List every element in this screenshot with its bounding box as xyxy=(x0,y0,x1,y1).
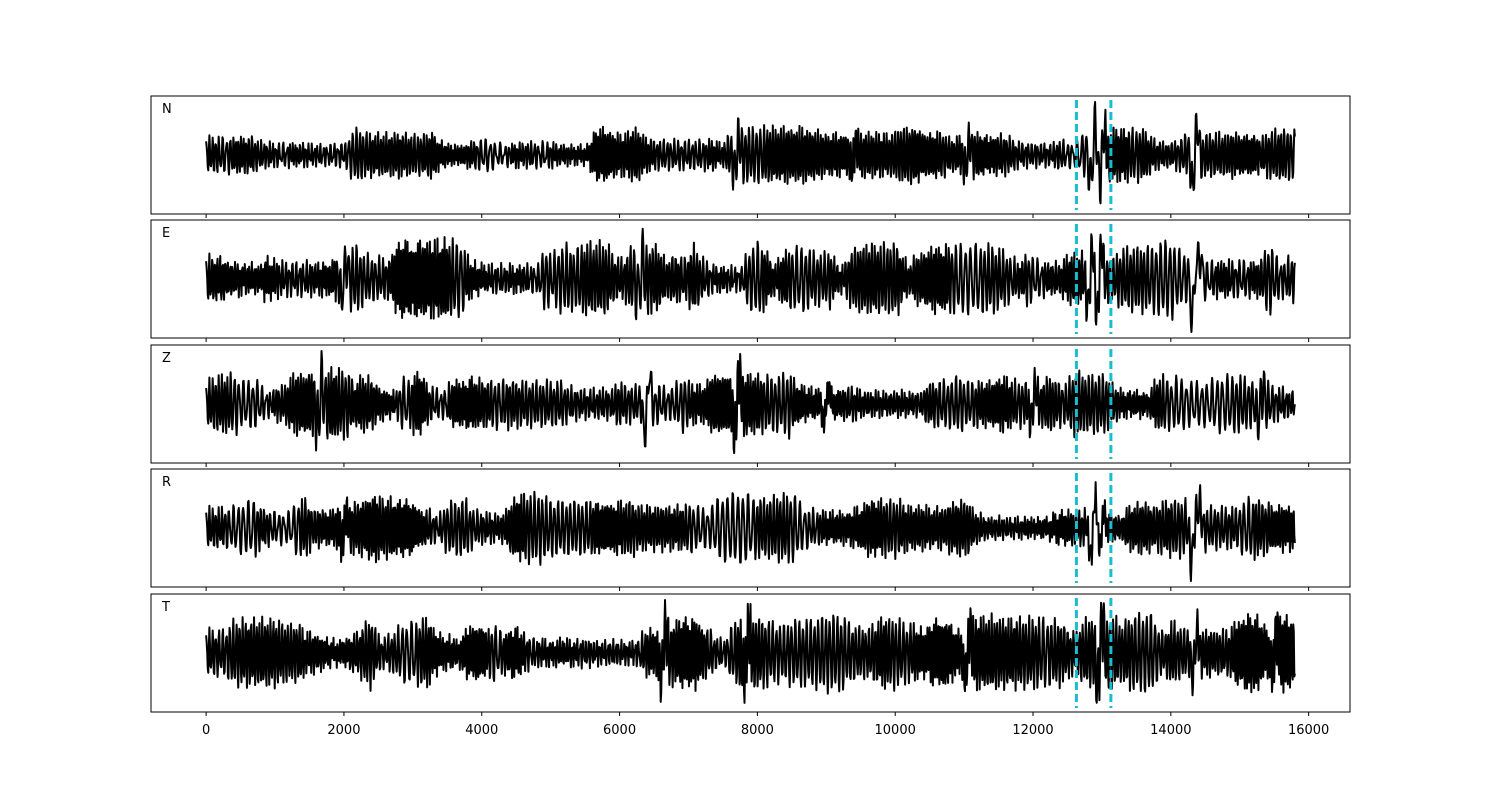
waveform-line-e xyxy=(205,227,1296,333)
panel-n: N xyxy=(150,95,1351,218)
panel-label: E xyxy=(162,226,170,241)
panel-t: T xyxy=(150,593,1351,716)
waveform-line-t xyxy=(205,599,1296,704)
panel-label: Z xyxy=(162,351,171,366)
x-tick-label: 8000 xyxy=(741,723,774,738)
panel-frame xyxy=(150,219,1351,339)
x-tick-label: 14000 xyxy=(1150,723,1191,738)
waveform-line-n xyxy=(205,101,1296,205)
x-tick-label: 0 xyxy=(202,723,210,738)
panel-label: R xyxy=(162,475,171,490)
panels-group: N E Z R T xyxy=(150,95,1351,716)
x-axis: 0 2000 4000 6000 8000 10000 12000 14000 16000 xyxy=(202,723,1329,738)
waveform-line-r xyxy=(205,481,1296,582)
panel-label: N xyxy=(162,102,172,117)
panel-frame xyxy=(150,468,1351,588)
panel-label: T xyxy=(161,600,170,615)
panel-e: E xyxy=(150,219,1351,342)
x-tick-label: 2000 xyxy=(327,723,360,738)
panel-frame xyxy=(150,95,1351,215)
x-tick-label: 10000 xyxy=(875,723,916,738)
x-tick-label: 4000 xyxy=(465,723,498,738)
panel-r: R xyxy=(150,468,1351,591)
panel-z: Z xyxy=(150,344,1351,467)
x-tick-label: 16000 xyxy=(1288,723,1329,738)
x-tick-label: 6000 xyxy=(603,723,636,738)
panel-frame xyxy=(150,593,1351,713)
waveform-line-z xyxy=(205,350,1296,455)
x-tick-label: 12000 xyxy=(1012,723,1053,738)
panel-frame xyxy=(150,344,1351,464)
